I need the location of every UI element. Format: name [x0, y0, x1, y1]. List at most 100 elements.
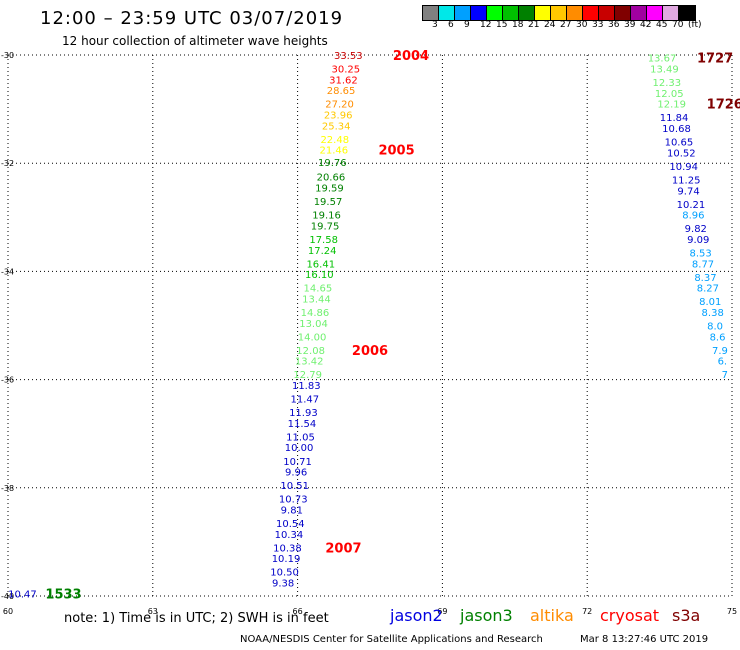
wave-height-value: 10.71	[283, 457, 312, 468]
x-tick-label: 60	[3, 607, 13, 616]
wave-height-value: 10.68	[662, 124, 691, 135]
legend-swatch	[439, 6, 455, 20]
legend-label: 15	[496, 20, 508, 30]
wave-height-value: 9.81	[281, 505, 303, 516]
wave-height-value: 9.38	[272, 578, 294, 589]
legend-label: 39	[624, 20, 636, 30]
wave-height-value: 6.	[718, 357, 728, 368]
sat-legend-cryosat: cryosat	[600, 606, 660, 625]
wave-height-value: 10.51	[280, 481, 309, 492]
y-tick-label: -36	[1, 376, 14, 385]
wave-height-value: 19.76	[318, 158, 347, 169]
legend-label: 6	[448, 20, 454, 30]
legend-swatch	[599, 6, 615, 20]
wave-height-value: 14.00	[298, 332, 327, 343]
wave-height-value: 19.75	[311, 221, 340, 232]
sat-legend-altika: altika	[530, 606, 574, 625]
wave-height-value: 12.08	[296, 346, 325, 357]
legend-label: 3	[432, 20, 438, 30]
wave-height-value: 10.19	[272, 554, 301, 565]
legend-swatch	[471, 6, 487, 20]
y-tick-label: -38	[1, 484, 14, 493]
wave-height-value: 19.16	[312, 211, 341, 222]
wave-height-value: 9.96	[285, 468, 307, 479]
legend-label: 45	[656, 20, 668, 30]
legend-label: 24	[544, 20, 556, 30]
wave-height-value: 27.20	[325, 100, 354, 111]
time-label: 2007	[325, 541, 361, 556]
color-legend	[422, 5, 696, 21]
wave-height-value: 10.21	[677, 200, 706, 211]
legend-swatch	[423, 6, 439, 20]
wave-height-value: 22.48	[320, 135, 349, 146]
legend-swatch	[567, 6, 583, 20]
wave-height-value: 10.65	[665, 138, 694, 149]
wave-height-value: 14.65	[304, 284, 333, 295]
x-tick-label: 69	[437, 607, 447, 616]
legend-swatch	[647, 6, 663, 20]
legend-label: 33	[592, 20, 604, 30]
wave-height-value: 10.54	[276, 519, 305, 530]
wave-height-value: 10.38	[273, 543, 302, 554]
wave-height-value: 20.66	[317, 173, 346, 184]
wave-height-value: 12.33	[653, 78, 682, 89]
wave-height-value: 13.42	[295, 357, 324, 368]
y-tick-label: -40	[1, 592, 14, 601]
wave-height-value: 11.93	[289, 408, 318, 419]
wave-height-value: 8.0	[707, 322, 723, 333]
legend-swatches	[422, 5, 696, 21]
wave-height-value: 8.96	[682, 211, 704, 222]
wave-height-value: 11.05	[286, 432, 315, 443]
legend-swatch	[455, 6, 471, 20]
wave-height-value: 16.41	[306, 259, 335, 270]
legend-swatch	[551, 6, 567, 20]
sat-legend-s3a: s3a	[672, 606, 701, 625]
wave-height-value: 11.83	[292, 381, 321, 392]
wave-height-value: 14.86	[301, 308, 330, 319]
wave-height-value: 17.24	[308, 246, 337, 257]
wave-height-value: 10.50	[270, 568, 299, 579]
wave-height-value: 21.46	[319, 146, 348, 157]
legend-swatch	[663, 6, 679, 20]
legend-swatch	[583, 6, 599, 20]
legend-label: 12	[480, 20, 492, 30]
wave-height-value: 17.58	[309, 235, 338, 246]
wave-height-value: 8.77	[692, 259, 714, 270]
wave-height-value: 8.37	[694, 273, 716, 284]
time-label: 1727	[697, 52, 733, 67]
wave-height-value: 8.53	[689, 248, 711, 259]
time-label: 2006	[352, 344, 388, 359]
wave-height-value: 8.38	[702, 308, 724, 319]
credit-date: Mar 8 13:27:46 UTC 2019	[580, 634, 709, 645]
wave-height-value: 11.47	[291, 395, 320, 406]
legend-swatch	[503, 6, 519, 20]
wave-height-value: 31.62	[329, 75, 358, 86]
time-label: 2005	[378, 144, 414, 159]
wave-height-value: 7	[722, 370, 728, 381]
time-label: 1533	[45, 587, 81, 602]
x-tick-label: 75	[727, 607, 737, 616]
x-tick-label: 66	[293, 607, 303, 616]
wave-height-value: 8.6	[710, 332, 726, 343]
legend-swatch	[535, 6, 551, 20]
wave-height-value: 10.94	[669, 162, 698, 173]
wave-height-value: 19.59	[315, 184, 344, 195]
legend-label: 36	[608, 20, 620, 30]
x-tick-label: 63	[148, 607, 158, 616]
wave-height-value: 8.01	[699, 297, 721, 308]
wave-height-value: 28.65	[327, 86, 356, 97]
wave-height-value: 9.09	[687, 235, 709, 246]
wave-height-value: 23.96	[324, 111, 353, 122]
wave-height-value: 9.74	[677, 186, 699, 197]
chart-subtitle: 12 hour collection of altimeter wave hei…	[62, 34, 328, 48]
legend-swatch	[519, 6, 535, 20]
footnote: note: 1) Time is in UTC; 2) SWH is in fe…	[64, 611, 329, 626]
legend-label: 42	[640, 20, 652, 30]
wave-height-value: 8.27	[697, 284, 719, 295]
wave-height-value: 13.49	[650, 65, 679, 76]
legend-swatch	[679, 6, 695, 20]
wave-height-value: 13.67	[648, 54, 677, 65]
wave-height-value: 10.47	[8, 589, 37, 600]
time-label: 1726	[707, 98, 740, 113]
